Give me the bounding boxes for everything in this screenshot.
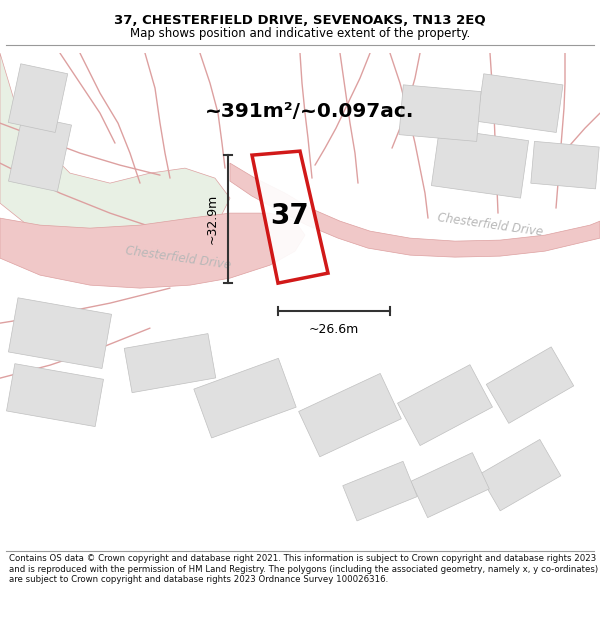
Text: Chesterfield Drive: Chesterfield Drive	[436, 211, 544, 239]
Polygon shape	[8, 114, 71, 192]
Polygon shape	[431, 128, 529, 198]
Text: 37, CHESTERFIELD DRIVE, SEVENOAKS, TN13 2EQ: 37, CHESTERFIELD DRIVE, SEVENOAKS, TN13 …	[114, 14, 486, 27]
Text: Chesterfield Drive: Chesterfield Drive	[124, 244, 232, 272]
Polygon shape	[7, 364, 103, 427]
Polygon shape	[486, 347, 574, 423]
Polygon shape	[398, 364, 493, 446]
Polygon shape	[8, 298, 112, 369]
Text: Contains OS data © Crown copyright and database right 2021. This information is : Contains OS data © Crown copyright and d…	[9, 554, 598, 584]
Text: ~32.9m: ~32.9m	[205, 194, 218, 244]
Text: Map shows position and indicative extent of the property.: Map shows position and indicative extent…	[130, 27, 470, 40]
Polygon shape	[531, 141, 599, 189]
Polygon shape	[230, 163, 600, 257]
Polygon shape	[252, 151, 328, 283]
Polygon shape	[8, 64, 68, 132]
Polygon shape	[343, 461, 417, 521]
Polygon shape	[194, 358, 296, 438]
Polygon shape	[411, 452, 489, 518]
Text: 37: 37	[270, 202, 309, 229]
Polygon shape	[0, 213, 305, 288]
Text: ~391m²/~0.097ac.: ~391m²/~0.097ac.	[205, 102, 415, 121]
Polygon shape	[299, 374, 401, 457]
Polygon shape	[0, 53, 230, 248]
Text: ~26.6m: ~26.6m	[309, 322, 359, 336]
Polygon shape	[399, 85, 481, 141]
Polygon shape	[477, 74, 563, 132]
Polygon shape	[124, 334, 216, 392]
Polygon shape	[479, 439, 561, 511]
